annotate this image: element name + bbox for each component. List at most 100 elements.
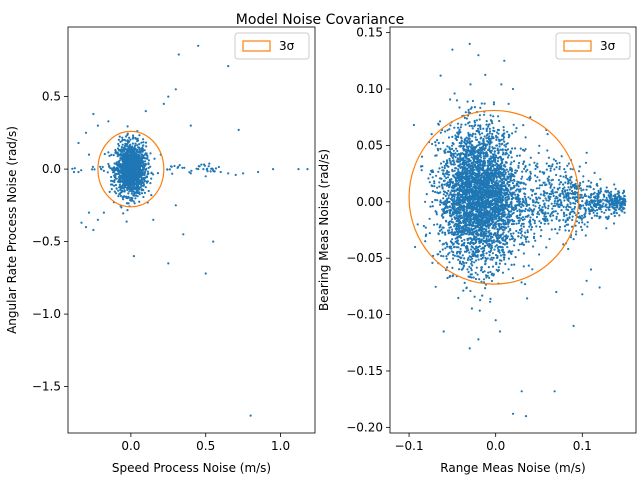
scatter-point	[514, 171, 517, 174]
scatter-point	[439, 162, 443, 165]
scatter-point	[139, 163, 143, 166]
scatter-point	[489, 297, 492, 300]
scatter-point	[484, 212, 487, 215]
scatter-point	[526, 297, 529, 300]
scatter-point	[132, 136, 135, 139]
scatter-point	[495, 176, 498, 179]
scatter-point	[453, 186, 456, 189]
scatter-point	[489, 169, 492, 172]
scatter-point	[462, 160, 466, 163]
scatter-point	[451, 206, 454, 209]
scatter-point	[124, 139, 127, 142]
scatter-point	[136, 195, 139, 198]
scatter-point	[486, 211, 489, 214]
scatter-point	[478, 226, 482, 229]
scatter-point	[461, 260, 464, 263]
scatter-point	[449, 98, 452, 101]
scatter-outlier-point	[242, 172, 245, 175]
scatter-point	[488, 242, 491, 246]
scatter-point	[147, 166, 150, 169]
scatter-point	[481, 294, 484, 297]
scatter-point	[122, 212, 125, 215]
scatter-point	[176, 166, 179, 169]
scatter-point	[487, 221, 490, 224]
scatter-point	[485, 151, 488, 154]
scatter-point	[477, 258, 480, 261]
scatter-point	[481, 250, 484, 253]
scatter-point	[498, 156, 501, 159]
scatter-point	[450, 218, 454, 221]
scatter-point	[138, 134, 141, 137]
scatter-point	[489, 184, 493, 187]
scatter-point	[520, 243, 524, 246]
scatter-point	[430, 133, 433, 136]
scatter-point	[511, 212, 514, 215]
scatter-point	[446, 199, 449, 202]
scatter-point	[482, 252, 485, 255]
scatter-point	[470, 140, 474, 143]
scatter-point	[496, 131, 499, 134]
scatter-point	[131, 173, 134, 176]
scatter-point	[491, 156, 494, 159]
scatter-point	[475, 177, 478, 180]
scatter-point	[485, 195, 488, 198]
scatter-point	[469, 150, 472, 153]
scatter-point	[476, 165, 479, 168]
scatter-point	[464, 111, 467, 114]
scatter-point	[112, 170, 116, 173]
scatter-point	[436, 199, 439, 202]
scatter-point	[505, 168, 508, 171]
scatter-point	[471, 238, 474, 241]
scatter-point	[133, 202, 136, 205]
scatter-point	[464, 170, 467, 174]
scatter-point	[467, 202, 470, 205]
scatter-point	[500, 168, 503, 171]
scatter-point	[129, 169, 132, 172]
scatter-point	[482, 278, 486, 281]
scatter-point	[73, 167, 76, 170]
scatter-point	[453, 245, 456, 248]
scatter-point	[132, 157, 135, 160]
scatter-point	[107, 162, 110, 166]
scatter-point	[132, 200, 135, 203]
scatter-point	[501, 205, 504, 208]
scatter-point	[493, 218, 496, 221]
scatter-point	[467, 148, 470, 151]
scatter-point	[524, 136, 527, 139]
scatter-point	[431, 142, 434, 146]
scatter-point	[427, 177, 430, 180]
scatter-point	[120, 190, 123, 194]
scatter-point	[458, 224, 462, 227]
scatter-point	[468, 265, 471, 268]
scatter-point	[454, 193, 457, 196]
scatter-point	[479, 185, 482, 188]
speed-angular-rate-subplot: 0.0 0.5 1.0 0.50.0−0.5−1.0−1.5 Speed Proce…	[5, 26, 316, 475]
scatter-point	[454, 233, 457, 236]
scatter-point	[424, 234, 427, 238]
scatter-point	[475, 129, 478, 133]
scatter-point	[412, 123, 415, 127]
scatter-point	[424, 200, 427, 203]
scatter-point	[460, 244, 463, 247]
scatter-point	[451, 144, 454, 147]
scatter-point	[124, 159, 127, 162]
scatter-point	[475, 193, 478, 196]
scatter-point	[462, 167, 465, 170]
scatter-point	[475, 175, 478, 178]
scatter-point	[115, 161, 118, 164]
scatter-point	[486, 161, 490, 164]
scatter-point	[462, 187, 465, 190]
scatter-point	[491, 122, 494, 125]
scatter-point	[456, 202, 459, 205]
scatter-point	[505, 178, 508, 182]
scatter-point	[490, 249, 493, 252]
scatter-point	[506, 156, 509, 159]
scatter-point	[479, 183, 482, 186]
scatter-point	[459, 126, 462, 129]
scatter-point	[487, 125, 490, 128]
scatter-point	[450, 214, 453, 217]
scatter-point	[464, 214, 467, 217]
scatter-point	[480, 136, 483, 139]
scatter-point	[419, 165, 423, 168]
scatter-point	[490, 203, 493, 206]
